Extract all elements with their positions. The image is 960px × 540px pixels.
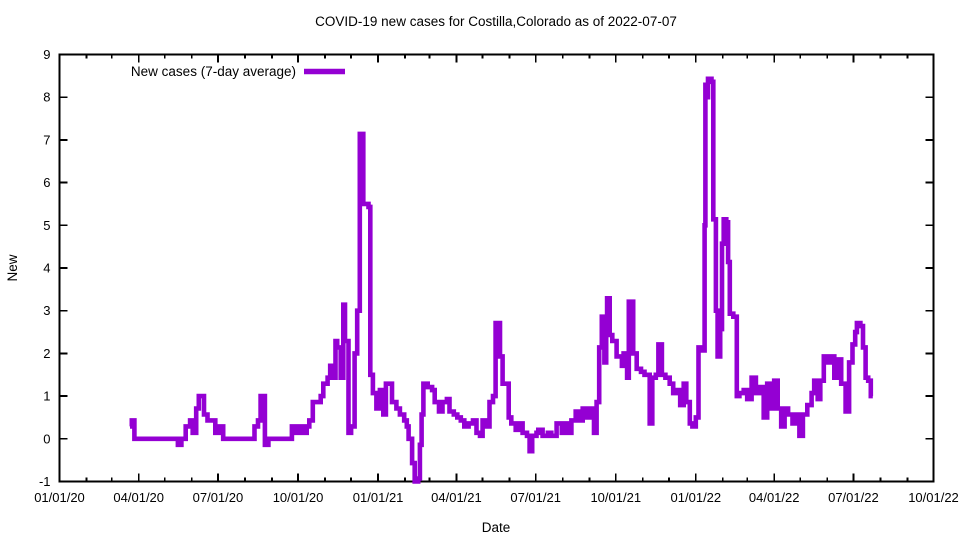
y-tick-label: 3 — [43, 303, 50, 318]
y-tick-label: 8 — [43, 90, 50, 105]
legend: New cases (7-day average) — [131, 64, 345, 79]
y-tick-label: 1 — [43, 389, 50, 404]
y-tick-label: 7 — [43, 132, 50, 147]
x-tick-label: 04/01/21 — [431, 490, 482, 505]
y-tick-label: 4 — [43, 261, 50, 276]
x-tick-label: 01/01/21 — [353, 490, 404, 505]
x-tick-label: 10/01/21 — [590, 490, 641, 505]
y-tick-label: 2 — [43, 346, 50, 361]
y-tick-label: 6 — [43, 175, 50, 190]
y-axis-label: New — [5, 254, 20, 281]
y-tick-label: 9 — [43, 47, 50, 62]
x-tick-label: 10/01/20 — [273, 490, 324, 505]
y-tick-label: 0 — [43, 431, 50, 446]
legend-label: New cases (7-day average) — [131, 64, 296, 79]
x-tick-label: 07/01/22 — [828, 490, 879, 505]
x-tick-label: 04/01/20 — [113, 490, 164, 505]
y-tick-label: -1 — [39, 474, 51, 489]
axes — [58, 53, 935, 483]
x-tick-label: 07/01/21 — [510, 490, 561, 505]
series-new-cases — [129, 76, 874, 484]
x-tick-label: 04/01/22 — [749, 490, 800, 505]
x-tick-label: 01/01/22 — [671, 490, 722, 505]
x-tick-label: 01/01/20 — [34, 490, 85, 505]
series-line — [129, 76, 874, 484]
chart-title: COVID-19 new cases for Costilla,Colorado… — [315, 14, 677, 29]
tick-labels: -1 0 1 2 3 4 5 6 7 8 9 01/01/20 04/01/20 07/01/20 10/0… — [34, 47, 959, 505]
x-tick-label: 07/01/20 — [193, 490, 244, 505]
y-tick-label: 5 — [43, 218, 50, 233]
x-tick-label: 10/01/22 — [908, 490, 959, 505]
x-axis-label: Date — [482, 520, 511, 535]
